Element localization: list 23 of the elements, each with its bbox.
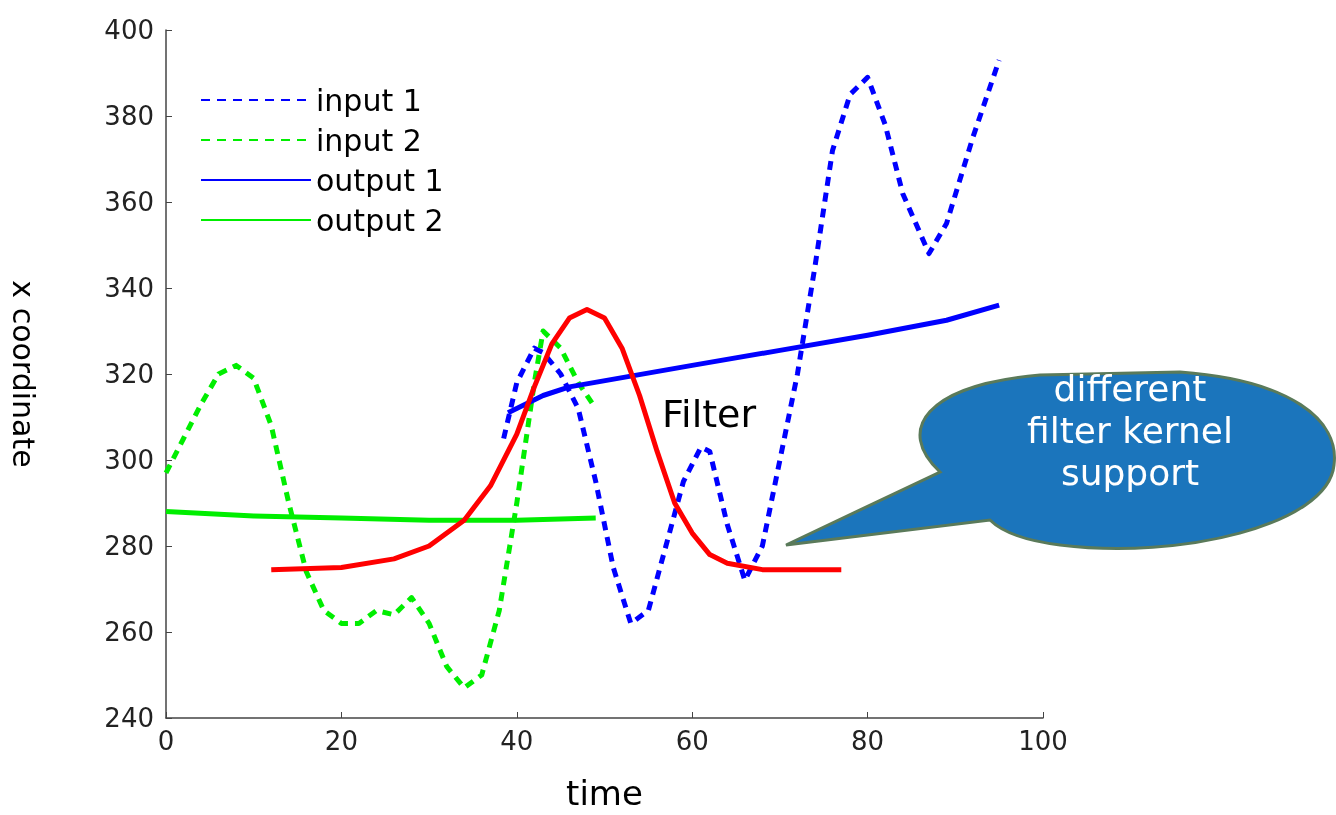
x-tick-label: 80	[851, 726, 885, 756]
y-tick-label: 280	[104, 531, 154, 561]
legend-label: input 2	[316, 122, 422, 158]
y-tick-label: 260	[104, 617, 154, 647]
y-tick-label: 340	[104, 273, 154, 303]
annotation: different filter kernel support	[1025, 368, 1234, 494]
x-tick-label: 60	[675, 726, 709, 756]
legend-label: input 1	[316, 82, 422, 118]
y-tick-label: 240	[104, 703, 154, 733]
y-tick-label: 380	[104, 101, 154, 131]
y-tick-label: 300	[104, 445, 154, 475]
legend-label: output 1	[316, 162, 444, 198]
x-axis-title: time	[566, 773, 643, 813]
annotation: Filter	[662, 392, 757, 436]
y-tick-label: 400	[104, 15, 154, 45]
y-axis-title: x coordinate	[5, 280, 41, 468]
x-tick-label: 40	[500, 726, 534, 756]
legend-label: output 2	[316, 202, 444, 238]
y-tick-label: 320	[104, 359, 154, 389]
y-tick-label: 360	[104, 187, 154, 217]
x-tick-label: 0	[157, 726, 175, 756]
x-tick-label: 20	[324, 726, 358, 756]
x-tick-label: 100	[1018, 726, 1068, 756]
